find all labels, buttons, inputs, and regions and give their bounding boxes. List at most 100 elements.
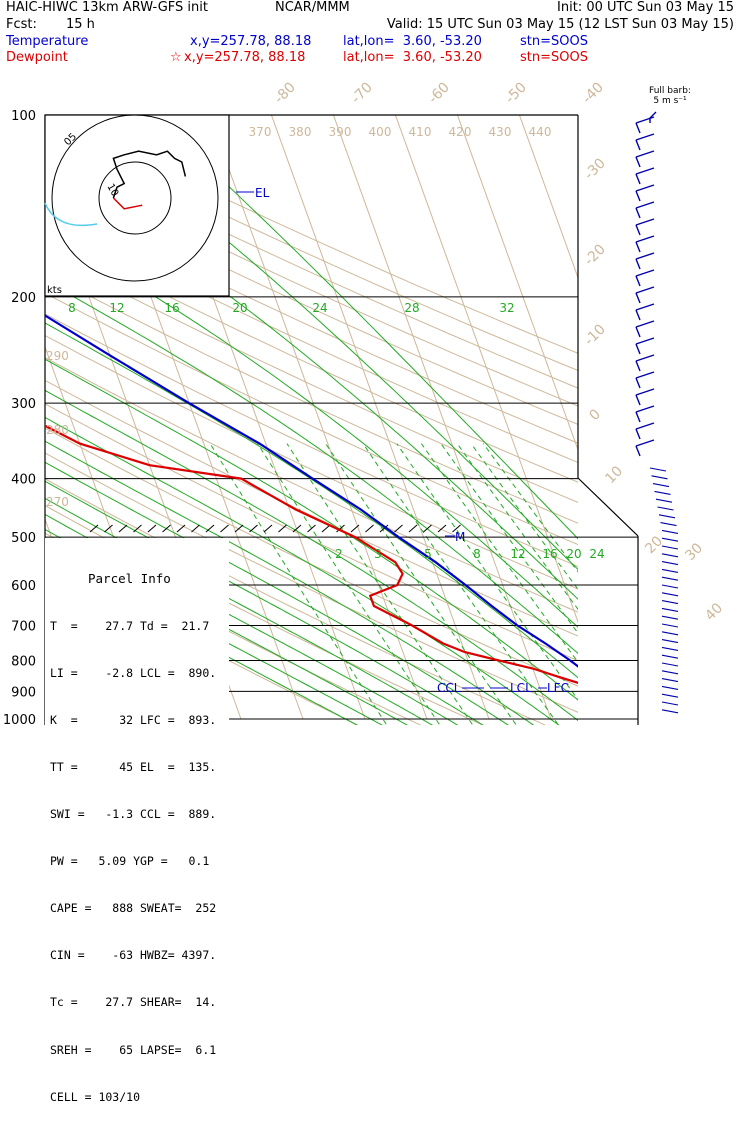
isobar-tick-mark [307,524,316,533]
wind-barb [661,568,679,573]
theta-label: 430 [489,125,512,139]
parcel-row: CIN = -63 HWBZ= 4397. [50,948,217,963]
parcel-info-background [45,538,229,725]
isobar-tick-mark [423,524,432,533]
plot-frame [44,114,639,725]
isobar-tick-mark [162,524,171,533]
theta-label: 380 [289,125,312,139]
mixing-ratio-line [420,443,578,663]
model-title: HAIC-HIWC 13km ARW-GFS init [6,0,208,15]
wind-barb [661,561,679,566]
dry-adiabat-line [45,427,578,687]
isobar-tick-mark [191,524,200,533]
wind-barb [652,483,670,488]
wind-barb-staff [635,207,641,219]
mixing-ratio-line [456,443,578,611]
m-label: M [455,530,465,544]
wind-barb [658,514,676,519]
wind-barb [635,235,655,243]
isotherm-label: -20 [581,241,608,268]
el-label: EL [255,186,270,200]
parcel-row: TT = 45 EL = 135. [50,759,217,774]
dry-adiabat-line [45,160,578,407]
wind-barb [635,371,655,379]
theta-label: 280 [46,423,69,437]
hodograph-trace-mid [112,150,187,199]
wind-barb [661,600,679,605]
wind-barb [635,422,655,430]
isotherm-label: -60 [425,79,452,106]
center-label: NCAR/MMM [275,0,350,15]
moist-adiabat-line [45,322,578,679]
frame-diagonal [577,477,639,537]
parcel-row: Tc = 27.7 SHEAR= 14. [50,995,217,1010]
isotherm-label: -10 [581,321,608,348]
isotherm-label: -30 [581,155,608,182]
wind-barb [661,607,679,612]
wind-barb [661,584,679,589]
isotherm-label: -70 [348,79,375,106]
parcel-row: LI = -2.8 LCL = 890. [50,665,217,680]
wind-barb-staff [635,309,641,321]
isobar-tick-mark [147,524,157,533]
hodograph-units: kts [47,285,62,296]
isobar-tick-mark [205,524,215,533]
isotherm-line [581,115,740,719]
wind-barb [651,475,668,480]
wind-barb-staff [635,445,641,457]
moist-adiabat-line [45,389,578,722]
wind-barb [661,537,679,542]
isobar-tick-mark [321,524,331,533]
pressure-tick-label: 600 [11,579,36,594]
mixing-ratio-label: 2 [335,547,343,561]
wind-barb [635,252,655,260]
parcel-row: T = 27.7 Td = 21.7 [50,618,210,633]
pressure-tick-label: 700 [11,619,36,634]
wind-barb [661,670,679,675]
moist-adiabat-line [45,230,578,628]
wind-barb-staff [635,360,641,372]
isobar-tick-mark [437,524,447,533]
dry-adiabat-line [45,292,578,546]
dry-adiabat-line [45,126,578,372]
mixing-ratio-line [396,443,578,701]
mixing-ratio-label: 3 [374,547,382,561]
dry-adiabat-line [45,214,578,464]
isobar-tick-mark [394,524,403,533]
dry-adiabat-line [45,403,578,662]
isobar-tick-mark [336,524,345,533]
wind-barb-staff [635,156,641,168]
theta-label: 290 [46,349,69,363]
moist-adiabat-line [45,171,578,600]
wind-barb [635,269,655,277]
fcst-label: Fcst: [6,17,37,32]
theta-label: 420 [449,125,472,139]
dry-adiabat-line [45,334,578,590]
wind-barb-staff [635,428,641,440]
wind-barb [661,654,679,659]
pressure-tick-label: 200 [11,291,36,306]
isotherm-label: 10 [602,463,626,487]
parcel-row: PW = 5.09 YGP = 0.1 [50,854,210,869]
wind-barb [635,116,655,124]
wind-barb [635,405,655,413]
hodograph-trace-top [44,202,98,227]
temperature-legend-name: Temperature [6,34,89,49]
mixing-ratio-label: 12 [510,547,525,561]
mixing-ratio-label: 24 [589,547,604,561]
hodograph-trace-low [112,197,143,210]
wind-barb [661,662,679,667]
dry-adiabat-line [45,143,578,389]
init-time: Init: 00 UTC Sun 03 May 15 [557,0,734,15]
isobar-tick-mark [176,524,186,533]
isobar-tick-mark [379,524,389,533]
wind-barb-staff [635,377,641,389]
isobar-tick-mark [263,524,273,533]
wind-barb [661,701,679,706]
fcst-value: 15 h [66,17,95,32]
wind-barb [661,623,679,628]
wind-barb [660,522,677,527]
wind-barb [661,545,679,550]
moist-adiabat-line [45,280,578,655]
